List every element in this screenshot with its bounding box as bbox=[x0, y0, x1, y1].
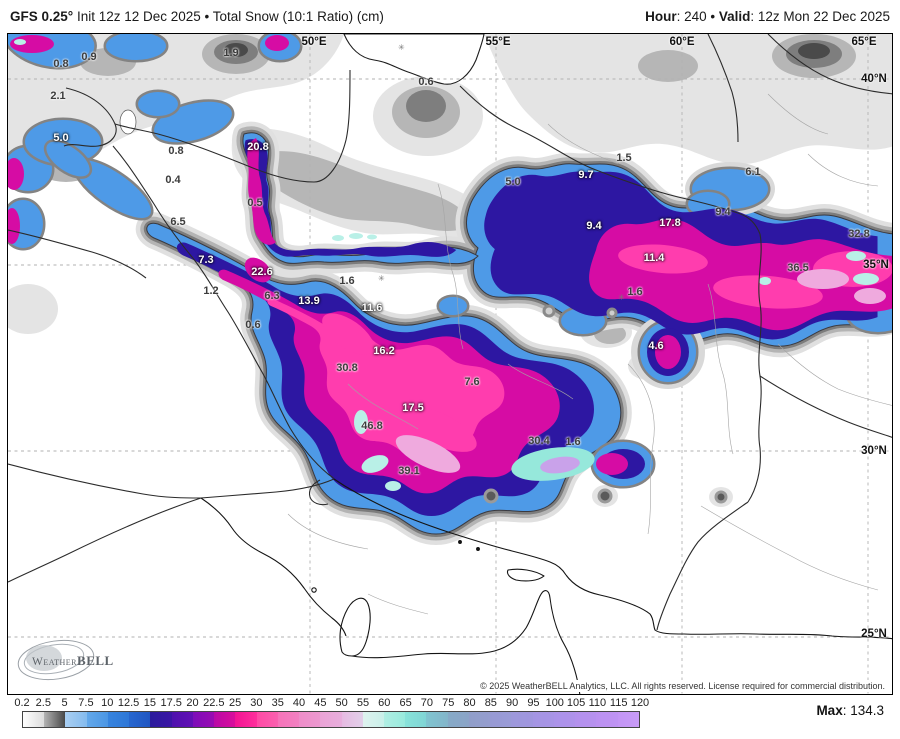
colorbar-segment bbox=[511, 712, 533, 727]
colorbar-segment bbox=[426, 712, 448, 727]
colorbar-tick: 5 bbox=[61, 697, 68, 709]
colorbar-segment bbox=[150, 712, 172, 727]
colorbar-tick: 30 bbox=[250, 697, 263, 709]
lake-urmia bbox=[119, 109, 137, 135]
caspian-sea bbox=[343, 34, 485, 85]
colorbar-tick: 105 bbox=[566, 697, 586, 709]
valid-value: : 12z Mon 22 Dec 2025 bbox=[750, 9, 890, 24]
colorbar-segment bbox=[532, 712, 554, 727]
colorbar-tick: 55 bbox=[356, 697, 370, 709]
model-name: GFS 0.25° bbox=[10, 9, 74, 24]
svg-text:✳: ✳ bbox=[618, 293, 625, 302]
colorbar-segment bbox=[65, 712, 87, 727]
colorbar-tick: 65 bbox=[399, 697, 412, 709]
weatherbell-logo-swirl bbox=[17, 639, 95, 681]
max-number: : 134.3 bbox=[842, 703, 884, 718]
colorbar-tick: 80 bbox=[463, 697, 476, 709]
colorbar-tick: 10 bbox=[101, 697, 114, 709]
colorbar-segment bbox=[362, 712, 384, 727]
colorbar-tick: 7.5 bbox=[78, 697, 94, 709]
colorbar-tick: 90 bbox=[506, 697, 519, 709]
coastlines bbox=[200, 478, 892, 694]
colorbar-segment bbox=[341, 712, 363, 727]
colorbar-segment bbox=[129, 712, 151, 727]
country-borders bbox=[8, 34, 892, 631]
colorbar-tick: 120 bbox=[630, 697, 650, 709]
colorbar-tick: 12.5 bbox=[117, 697, 140, 709]
colorbar-tick: 2.5 bbox=[35, 697, 51, 709]
colorbar-tick: 0.2 bbox=[14, 697, 30, 709]
colorbar-ticks: 0.2 2.5 5 7.5 10 12.5 15 17.5 20 22.5 25 30 35 40 45 50… bbox=[0, 697, 900, 710]
colorbar-segment bbox=[44, 712, 66, 727]
colorbar-segment bbox=[490, 712, 512, 727]
map-canvas: ✳ ✳ ✳ bbox=[8, 34, 892, 694]
colorbar-tick: 60 bbox=[378, 697, 391, 709]
colorbar-segment bbox=[405, 712, 427, 727]
colorbar-segment bbox=[320, 712, 342, 727]
colorbar-segment bbox=[192, 712, 215, 727]
colorbar-tick: 115 bbox=[609, 697, 628, 709]
colorbar-segment bbox=[383, 712, 406, 727]
snow-dark-gray-layer bbox=[214, 40, 842, 122]
colorbar-tick: 45 bbox=[314, 697, 327, 709]
colorbar-tick: 100 bbox=[545, 697, 564, 709]
svg-text:✳: ✳ bbox=[398, 43, 405, 52]
max-value: Max: 134.3 bbox=[816, 703, 884, 718]
colorbar-segment bbox=[107, 712, 130, 727]
copyright-text: © 2025 WeatherBELL Analytics, LLC. All r… bbox=[477, 680, 888, 692]
snow-blue-layer bbox=[8, 34, 892, 535]
weather-map: ✳ ✳ ✳ bbox=[7, 33, 893, 695]
colorbar-segment bbox=[23, 712, 45, 727]
valid-title: Hour: 240 • Valid: 12z Mon 22 Dec 2025 bbox=[645, 9, 890, 24]
colorbar bbox=[22, 711, 640, 728]
snow-teal-layer bbox=[14, 39, 879, 491]
colorbar-tick: 50 bbox=[335, 697, 348, 709]
colorbar-segment bbox=[468, 712, 491, 727]
colorbar-tick: 110 bbox=[588, 697, 607, 709]
colorbar-tick: 17.5 bbox=[160, 697, 182, 709]
gray-spot-markers: ✳ ✳ ✳ bbox=[378, 43, 728, 504]
colorbar-segment bbox=[214, 712, 236, 727]
hour-value: : 240 • bbox=[676, 9, 719, 24]
svg-text:✳: ✳ bbox=[378, 274, 385, 283]
colorbar-segment bbox=[447, 712, 469, 727]
colorbar-tick: 85 bbox=[484, 697, 497, 709]
colorbar-segment bbox=[553, 712, 576, 727]
colorbar-segment bbox=[256, 712, 278, 727]
colorbar-segment bbox=[86, 712, 108, 727]
header: GFS 0.25° Init 12z 12 Dec 2025 • Total S… bbox=[0, 6, 900, 30]
colorbar-tick: 75 bbox=[442, 697, 455, 709]
colorbar-segment bbox=[299, 712, 321, 727]
snow-pale-pink-layer bbox=[395, 269, 886, 473]
colorbar-tick: 95 bbox=[527, 697, 540, 709]
province-borders bbox=[287, 93, 892, 615]
colorbar-tick: 25 bbox=[228, 697, 242, 709]
colorbar-segment bbox=[235, 712, 257, 727]
run-info: Init 12z 12 Dec 2025 • Total Snow (10:1 … bbox=[73, 9, 384, 24]
colorbar-tick: 22.5 bbox=[203, 697, 225, 709]
colorbar-segment bbox=[596, 712, 618, 727]
colorbar-tick: 70 bbox=[420, 697, 434, 709]
valid-label: Valid bbox=[718, 9, 751, 24]
colorbar-tick: 20 bbox=[186, 697, 199, 709]
weatherbell-logo: WeatherBELL bbox=[14, 636, 126, 684]
max-label: Max bbox=[816, 703, 843, 718]
colorbar-segment bbox=[575, 712, 597, 727]
hour-label: Hour bbox=[645, 9, 677, 24]
colorbar-segment bbox=[277, 712, 300, 727]
colorbar-segment bbox=[171, 712, 193, 727]
run-title: GFS 0.25° Init 12z 12 Dec 2025 • Total S… bbox=[10, 9, 384, 24]
colorbar-tick: 15 bbox=[143, 697, 156, 709]
colorbar-tick: 40 bbox=[292, 697, 306, 709]
weatherbell-logo-text: WeatherBELL bbox=[32, 653, 114, 668]
colorbar-segment bbox=[617, 712, 639, 727]
colorbar-tick: 35 bbox=[271, 697, 284, 709]
